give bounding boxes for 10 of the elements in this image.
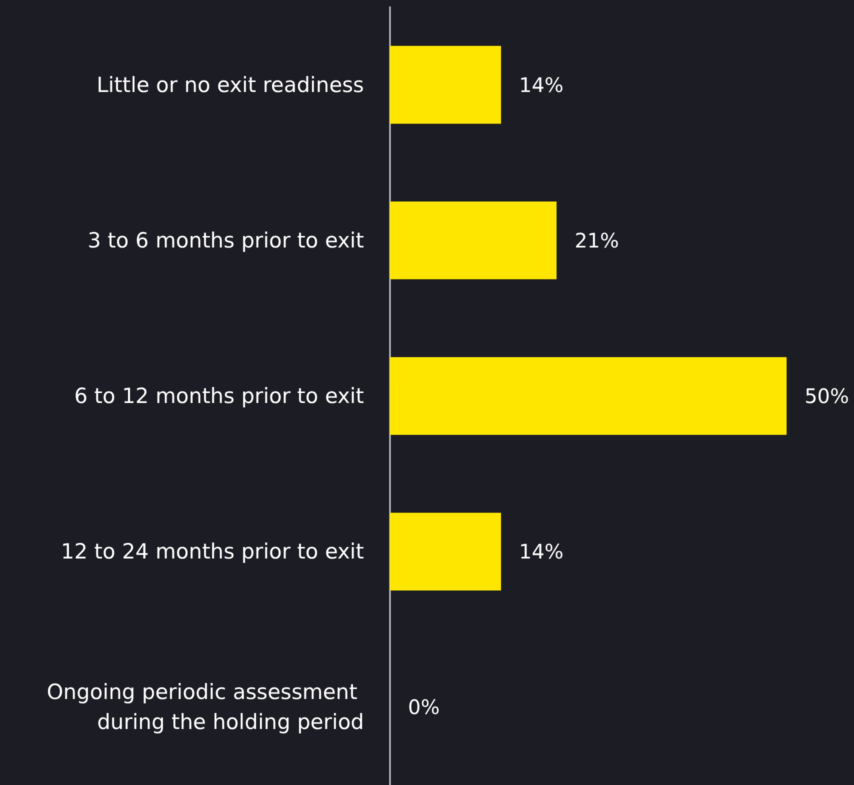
data-label: 50% (804, 384, 850, 408)
data-label: 14% (519, 540, 564, 564)
y-tick-label: 3 to 6 months prior to exit (88, 228, 364, 252)
data-label: 21% (574, 228, 620, 252)
y-tick-label: 12 to 24 months prior to exit (60, 540, 364, 564)
y-tick-label: 6 to 12 months prior to exit (74, 384, 364, 408)
y-tick-label: Little or no exit readiness (96, 72, 364, 97)
data-label: 0% (408, 695, 440, 720)
data-label: 14% (519, 72, 564, 97)
y-tick-label: Ongoing periodic assessment during the holding period (46, 680, 364, 734)
